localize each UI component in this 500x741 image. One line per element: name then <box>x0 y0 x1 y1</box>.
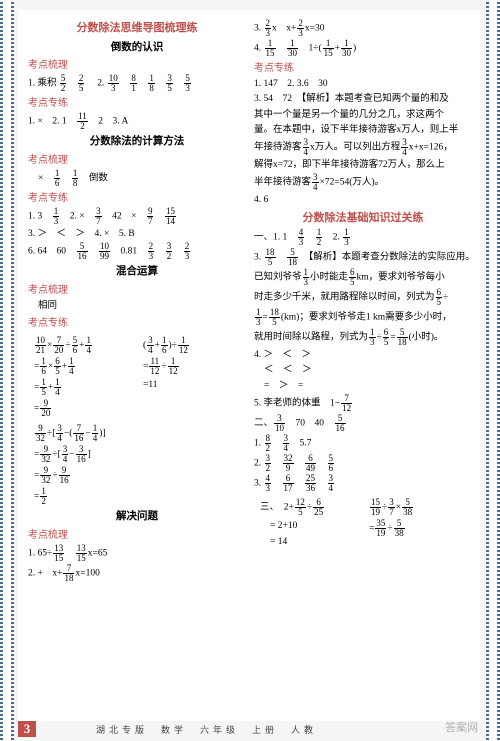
calc-block: 1519÷37×538 =3519÷538 <box>369 496 472 552</box>
text-line: 6. 64 60 516 1099 0.81 23 32 23 <box>28 242 246 261</box>
text-line: 1. 82 34 5.7 <box>254 434 472 453</box>
text-line: 1. 65÷1315 1315x=65 <box>28 544 246 563</box>
text-line: 相同 <box>28 299 246 313</box>
right-column: 3. 23x x+23x=30 4. 115 130 1÷(115+130) 考… <box>250 18 476 721</box>
text-line: 已知刘爷爷13小时能走65km，要求刘爷爷每小 <box>254 268 472 287</box>
text-line: = ＞ = <box>254 379 472 393</box>
text-line: 1. × 2. 1 112 2 3. A <box>28 112 246 131</box>
subsection-title: 分数除法的计算方法 <box>28 134 246 150</box>
calc-two-col: 1021×720÷56+14 =16×65+14 =15+14 =920 (34… <box>28 332 246 422</box>
text-line: 量。在本题中，设下半年接待游客x万人，则上半 <box>254 123 472 137</box>
text-line: 一、1. 1 43 12 2. 13 <box>254 228 472 247</box>
subsection-title: 倒数的认识 <box>28 40 246 56</box>
subsection-title: 解决问题 <box>28 509 246 525</box>
text-line: 3. 185 518 【解析】本题考查分数除法的实际应用。 <box>254 248 472 267</box>
text-line: 4. 115 130 1÷(115+130) <box>254 39 472 58</box>
text-line: 3. ＞ ＜ ＞ 4. × 5. B <box>28 227 246 241</box>
watermark: 答案网 <box>445 719 478 735</box>
text: 2. <box>97 79 104 89</box>
text-line: 1. 147 2. 3.6 30 <box>254 77 472 91</box>
calc-two-col: 三、 2+125÷625 = 2+10 = 14 1519÷37×538 =35… <box>254 494 472 554</box>
label-kaodian: 考点梳理 <box>28 153 246 168</box>
label-kaodian: 考点梳理 <box>28 283 246 298</box>
label-zhuanlian: 考点专练 <box>28 96 246 111</box>
text-line: 其中一个量是另一个量的几分之几，求这两个 <box>254 108 472 122</box>
page-footer: 3 湖北专版 数学 六年级 上册 人教 <box>18 721 482 737</box>
left-column: 分数除法思维导图梳理练 倒数的认识 考点梳理 1. 乘积 52 25 2. 10… <box>24 18 250 721</box>
subsection-title: 混合运算 <box>28 264 246 280</box>
decorative-border-right <box>486 0 500 741</box>
label-zhuanlian: 考点专练 <box>28 316 246 331</box>
calc-block: 1021×720÷56+14 =16×65+14 =15+14 =920 <box>34 334 137 420</box>
section-title: 分数除法思维导图梳理练 <box>28 20 246 37</box>
text-line: 4. 6 <box>254 193 472 207</box>
text-line: 3. 43 617 2536 34 <box>254 474 472 493</box>
text-line: 5. 李老师的体重 1−712 <box>254 394 472 413</box>
label-kaodian: 考点梳理 <box>28 58 246 73</box>
text-line: ＜ ＜ ＞ <box>254 363 472 377</box>
text-line: 1. 3 13 2. × 37 42 × 97 1514 <box>28 207 246 226</box>
text-line: 2. + x+718x=100 <box>28 564 246 583</box>
calc-block: 932÷[34−(716−14)] =932÷[34−316] =932÷916… <box>34 424 246 506</box>
label-zhuanlian: 考点专练 <box>28 191 246 206</box>
text-line: 3. 54 72 【解析】本题考查已知两个量的和及 <box>254 92 472 106</box>
text-line: × 16 18 倒数 <box>28 169 246 188</box>
label-zhuanlian: 考点专练 <box>254 61 472 76</box>
text-line: 2. 32 329 649 56 <box>254 454 472 473</box>
text-line: 时走多少千米，就用路程除以时间，列式为65÷ <box>254 288 472 307</box>
text: 1. 乘积 <box>28 79 57 89</box>
label-kaodian: 考点梳理 <box>28 528 246 543</box>
calc-block: 三、 2+125÷625 = 2+10 = 14 <box>260 496 363 552</box>
text-line: 1. 乘积 52 25 2. 103 81 18 35 53 <box>28 74 246 93</box>
text-line: 13=185(km)；要求刘爷爷走1 km需要多少小时， <box>254 308 472 327</box>
section-title: 分数除法基础知识过关练 <box>254 210 472 227</box>
text-line: 3. 23x x+23x=30 <box>254 19 472 38</box>
text-line: 二、310 70 40 516 <box>254 414 472 433</box>
calc-block: (34+16)÷112 =1112÷112 =11 <box>143 334 246 420</box>
text-line: 4. ＞ ＜ ＞ <box>254 348 472 362</box>
footer-text: 湖北专版 数学 六年级 上册 人教 <box>96 723 317 736</box>
text-line: 解得x=72，即下半年接待游客72万人，那么上 <box>254 158 472 172</box>
page-number: 3 <box>18 721 36 737</box>
page-content: 分数除法思维导图梳理练 倒数的认识 考点梳理 1. 乘积 52 25 2. 10… <box>18 10 482 721</box>
text-line: 年接待游客34x万人。可以列出方程34x+x=126， <box>254 138 472 157</box>
text-line: 半年接待游客34×72=54(万人)。 <box>254 173 472 192</box>
text-line: 就用时间除以路程，列式为13÷65=518(小时)。 <box>254 328 472 347</box>
decorative-border-left <box>0 0 14 741</box>
